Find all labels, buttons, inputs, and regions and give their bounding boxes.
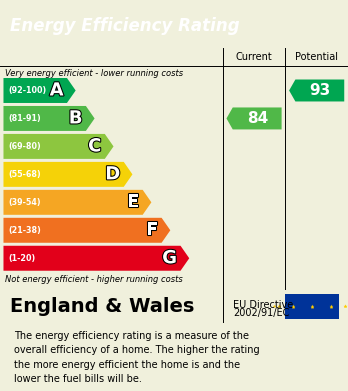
Polygon shape bbox=[3, 134, 113, 159]
Polygon shape bbox=[289, 79, 344, 102]
Polygon shape bbox=[3, 106, 95, 131]
Text: Potential: Potential bbox=[295, 52, 338, 62]
Polygon shape bbox=[3, 246, 189, 271]
Text: England & Wales: England & Wales bbox=[10, 297, 195, 316]
Text: Energy Efficiency Rating: Energy Efficiency Rating bbox=[10, 17, 240, 35]
Text: (55-68): (55-68) bbox=[9, 170, 41, 179]
Text: (92-100): (92-100) bbox=[9, 86, 47, 95]
Polygon shape bbox=[227, 108, 282, 129]
Text: 84: 84 bbox=[247, 111, 268, 126]
Text: B: B bbox=[69, 109, 82, 127]
Polygon shape bbox=[3, 78, 76, 103]
Text: Not energy efficient - higher running costs: Not energy efficient - higher running co… bbox=[5, 275, 183, 284]
Bar bbox=[285, 294, 339, 319]
Text: D: D bbox=[105, 165, 120, 183]
Text: Very energy efficient - lower running costs: Very energy efficient - lower running co… bbox=[5, 69, 183, 78]
Text: E: E bbox=[127, 193, 139, 211]
Text: (69-80): (69-80) bbox=[9, 142, 41, 151]
Text: 93: 93 bbox=[309, 83, 331, 98]
Text: (39-54): (39-54) bbox=[9, 198, 41, 207]
Text: C: C bbox=[88, 137, 101, 155]
Text: (21-38): (21-38) bbox=[9, 226, 41, 235]
Text: 2002/91/EC: 2002/91/EC bbox=[233, 308, 290, 318]
Text: (1-20): (1-20) bbox=[9, 254, 36, 263]
Text: (81-91): (81-91) bbox=[9, 114, 41, 123]
Text: F: F bbox=[146, 221, 158, 239]
Text: EU Directive: EU Directive bbox=[233, 300, 293, 310]
Polygon shape bbox=[3, 162, 133, 187]
Text: The energy efficiency rating is a measure of the
overall efficiency of a home. T: The energy efficiency rating is a measur… bbox=[14, 331, 260, 384]
Polygon shape bbox=[3, 190, 151, 215]
Polygon shape bbox=[3, 218, 170, 243]
Text: G: G bbox=[162, 249, 177, 267]
Text: Current: Current bbox=[236, 52, 272, 62]
Text: A: A bbox=[50, 81, 63, 99]
